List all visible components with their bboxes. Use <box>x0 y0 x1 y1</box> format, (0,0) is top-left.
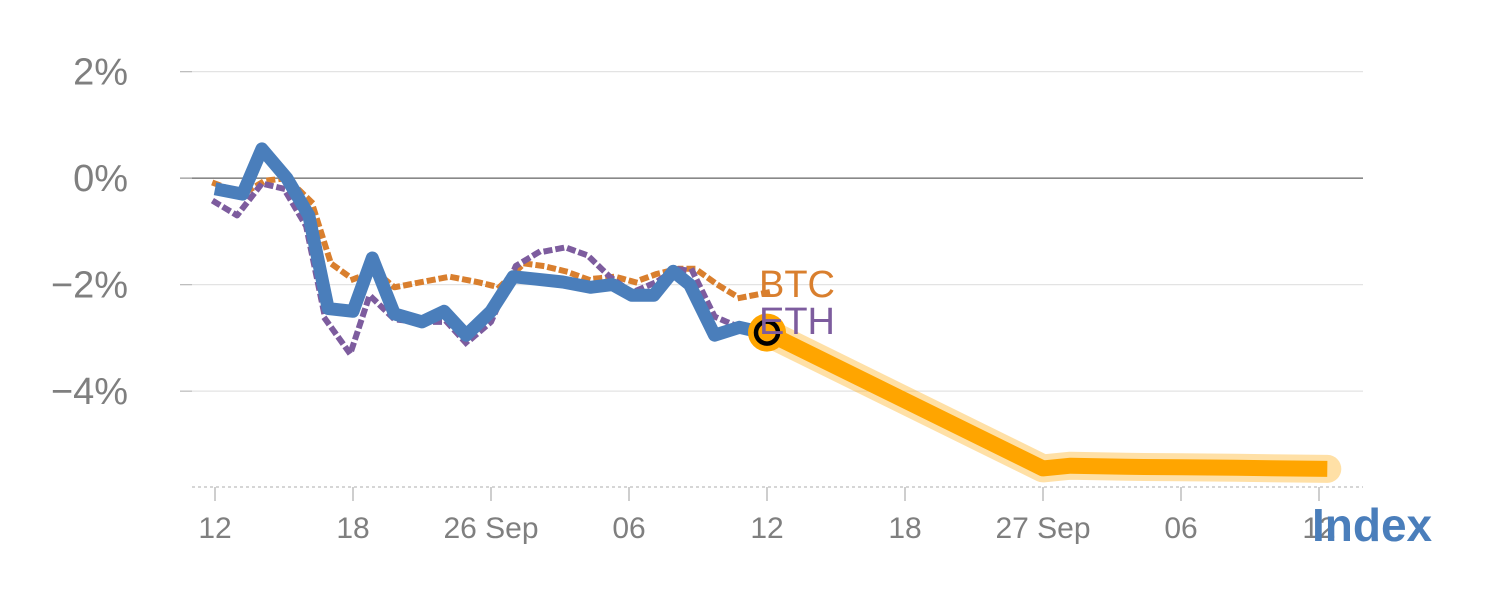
series-layer <box>210 142 771 357</box>
marker-ring <box>753 319 781 346</box>
x-tick-label: 18 <box>888 512 921 545</box>
forecast-band <box>753 318 1342 483</box>
x-tick-label: 12 <box>198 512 231 545</box>
y-tick-label: 0% <box>73 158 128 200</box>
eth-series-label: ETH <box>759 301 835 343</box>
x-tick-label: 18 <box>336 512 369 545</box>
y-tick-label: 2% <box>73 52 128 94</box>
marker-layer <box>748 313 786 352</box>
x-tick-label: 06 <box>612 512 645 545</box>
x-tick-label: 06 <box>1164 512 1197 545</box>
x-tick-label: 12 <box>1302 512 1335 545</box>
series-line-index <box>213 142 769 342</box>
forecast-start-marker <box>748 313 786 352</box>
y-axis: 2% 0% −2% −4% <box>51 52 192 413</box>
index-series-label: Index <box>1312 499 1433 551</box>
forecast-line <box>763 325 1328 477</box>
x-axis: 12 18 26 Sep 06 12 18 27 Sep 06 12 <box>192 486 1363 545</box>
x-tick-label: 26 Sep <box>443 512 538 545</box>
x-tick-label: 12 <box>750 512 783 545</box>
label-layer: BTC ETH Index <box>759 264 1433 551</box>
y-tick-label: −2% <box>51 265 128 307</box>
x-tick-label: 27 Sep <box>995 512 1090 545</box>
y-tick-label: −4% <box>51 371 128 413</box>
btc-series-label: BTC <box>759 264 835 306</box>
forecast-layer <box>753 318 1342 483</box>
